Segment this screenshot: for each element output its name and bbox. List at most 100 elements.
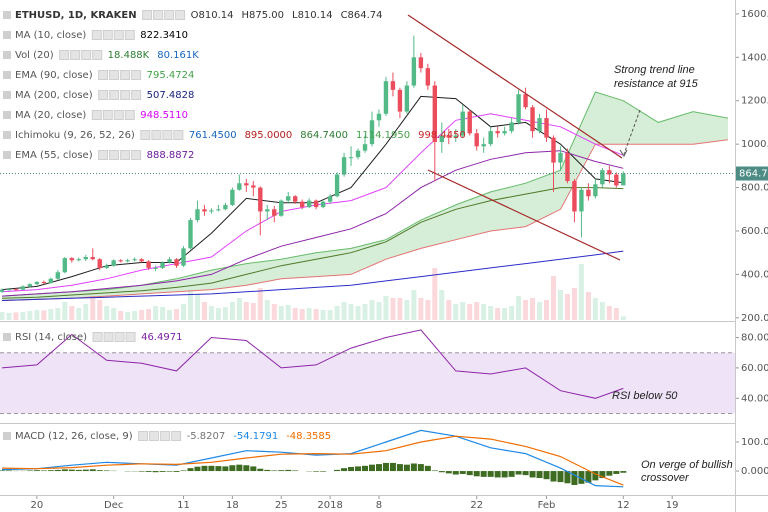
legend-marker <box>3 333 11 341</box>
legend-marker <box>3 51 11 59</box>
legend-icon <box>114 332 125 342</box>
volume-bar <box>236 298 242 320</box>
candle-body <box>376 113 382 121</box>
histogram-bar <box>473 471 480 477</box>
candle-body <box>6 289 12 291</box>
histogram-bar <box>145 471 152 472</box>
candle-body <box>69 258 75 261</box>
legend-icon <box>125 332 136 342</box>
candle-body <box>111 260 116 266</box>
volume-bar <box>41 310 47 320</box>
legend-icon <box>103 332 114 342</box>
candle-body <box>139 259 144 262</box>
volume-bar <box>390 298 396 320</box>
volume-bar <box>544 300 550 320</box>
candle-body <box>425 68 431 86</box>
y-tick-label: 60.0000 <box>741 363 768 374</box>
x-tick-label: 25 <box>275 500 288 511</box>
candle-body <box>439 135 444 142</box>
candle-body <box>341 157 347 175</box>
legend-icon <box>109 90 120 100</box>
legend-value: 895.0000 <box>245 130 293 141</box>
candle-body <box>188 220 193 249</box>
legend-value: 998.4450 <box>418 130 466 141</box>
x-tick-label: Dec <box>104 500 123 511</box>
legend-value: O810.14 <box>191 10 234 21</box>
trend-line <box>427 169 621 261</box>
candle-body <box>509 122 514 132</box>
candle-body <box>230 189 235 205</box>
legend-label: Vol (20) <box>15 50 54 61</box>
volume-bar <box>139 310 145 320</box>
candle-body <box>537 118 542 132</box>
volume-bar <box>146 309 152 320</box>
candle-body <box>41 282 47 284</box>
y-tick-label: 40.0000 <box>741 393 768 404</box>
histogram-bar <box>362 465 369 472</box>
candle-body <box>153 267 158 269</box>
volume-bar <box>278 306 284 320</box>
y-tick-label: 80.0000 <box>741 333 768 344</box>
volume-bar <box>306 308 312 320</box>
legend-marker <box>3 91 11 99</box>
candle-body <box>146 261 151 268</box>
volume-bar <box>27 311 33 320</box>
y-tick-label: 1400.00 <box>741 52 768 63</box>
volume-bar <box>592 298 598 320</box>
volume-bar <box>460 302 466 320</box>
legend-icon <box>109 70 120 80</box>
annotation-arrow <box>623 109 641 155</box>
last-price-label: 864.74 <box>739 169 768 180</box>
volume-bar <box>334 306 340 320</box>
histogram-bar <box>292 470 299 472</box>
histogram-bar <box>522 471 529 476</box>
x-tick-label: 12 <box>617 500 630 511</box>
volume-bar <box>516 296 522 320</box>
y-tick-label: 600.00 <box>741 226 768 237</box>
annotation: crossover <box>641 472 690 484</box>
candle-body <box>62 258 68 273</box>
volume-bar <box>613 308 619 320</box>
volume-bar <box>264 300 270 320</box>
volume-bar <box>578 264 584 320</box>
candle-body <box>118 260 123 262</box>
legend-icon <box>140 130 151 140</box>
volume-bar <box>425 300 431 320</box>
candle-body <box>600 170 605 185</box>
volume-bar <box>327 310 333 320</box>
legend-icon <box>153 10 164 20</box>
candle-body <box>551 137 556 163</box>
histogram-bar <box>187 468 194 472</box>
legend-marker <box>3 151 11 159</box>
candle-body <box>174 259 179 266</box>
histogram-bar <box>613 471 620 474</box>
legend-icon <box>151 130 162 140</box>
candle-body <box>76 259 81 261</box>
volume-bar <box>383 296 389 320</box>
legend-marker <box>3 432 11 440</box>
histogram-bar <box>389 462 396 472</box>
candle-body <box>299 201 305 208</box>
legend-icon <box>113 30 124 40</box>
candle-body <box>160 262 165 268</box>
candle-body <box>0 289 5 292</box>
candle-body <box>565 152 570 182</box>
legend-icon <box>91 30 102 40</box>
histogram-bar <box>438 471 445 473</box>
volume-bar <box>404 300 410 320</box>
legend-icon <box>120 90 131 100</box>
volume-bar <box>620 316 626 320</box>
candle-body <box>495 131 500 134</box>
histogram-bar <box>564 471 571 484</box>
volume-bar <box>111 308 117 320</box>
legend-icon <box>102 110 113 120</box>
histogram-bar <box>382 462 389 472</box>
span-b-line <box>1 139 729 301</box>
volume-bar <box>571 288 577 320</box>
volume-bar <box>20 312 26 320</box>
candle-body <box>202 209 207 212</box>
legend-icon <box>162 130 173 140</box>
histogram-bar <box>494 471 501 478</box>
y-tick-label: 1200.00 <box>741 96 768 107</box>
volume-bar <box>439 290 445 320</box>
